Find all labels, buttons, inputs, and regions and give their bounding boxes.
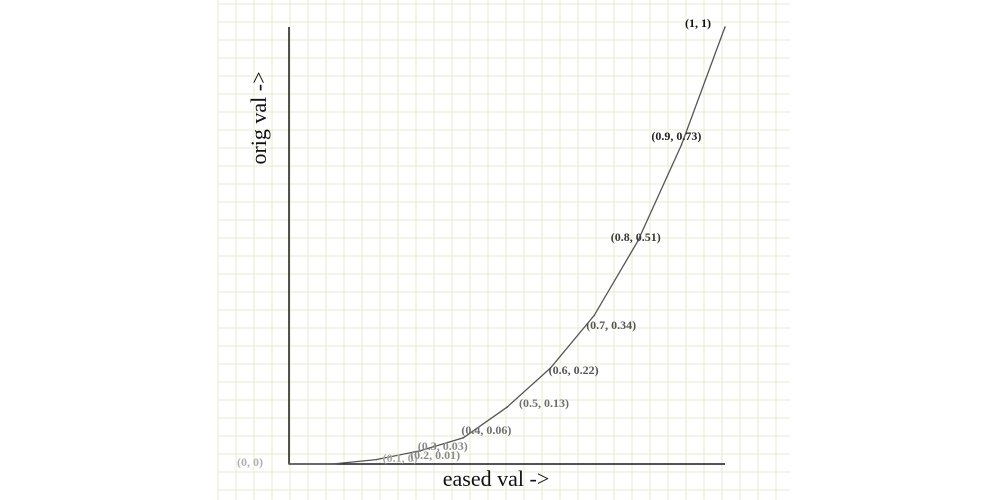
data-point xyxy=(331,463,334,465)
point-label: (0.3, 0.03) xyxy=(418,439,468,453)
data-point xyxy=(680,144,683,146)
data-point xyxy=(288,463,290,465)
data-point xyxy=(506,406,508,408)
point-label: (0.2, 0.01) xyxy=(410,448,460,462)
point-label: (0, 0) xyxy=(237,455,263,469)
point-label: (0.1, 0) xyxy=(383,451,418,465)
point-labels: (0, 0) (0.1, 0)(0.2, 0.01)(0.3, 0.03) (0.4… xyxy=(237,16,711,469)
data-point xyxy=(593,314,595,317)
data-point xyxy=(462,436,465,439)
point-label: (0.6, 0.22) xyxy=(549,363,599,377)
point-label: (0.9, 0.73) xyxy=(651,129,701,143)
point-label: (0.4, 0.06) xyxy=(461,423,511,437)
series-line xyxy=(289,26,726,465)
data-point xyxy=(375,458,378,461)
data-points xyxy=(288,26,726,465)
grid xyxy=(217,0,790,500)
point-label: (0.5, 0.13) xyxy=(519,396,569,410)
data-point xyxy=(419,450,421,452)
x-axis-title: eased val -> xyxy=(443,466,549,491)
point-label: (0.7, 0.34) xyxy=(586,318,636,332)
point-label: (1, 1) xyxy=(685,16,711,30)
data-point xyxy=(549,367,552,369)
data-point xyxy=(637,240,639,242)
y-axis-title: orig val -> xyxy=(246,71,271,164)
data-point xyxy=(724,26,726,28)
point-label: (0.8, 0.51) xyxy=(611,230,661,244)
